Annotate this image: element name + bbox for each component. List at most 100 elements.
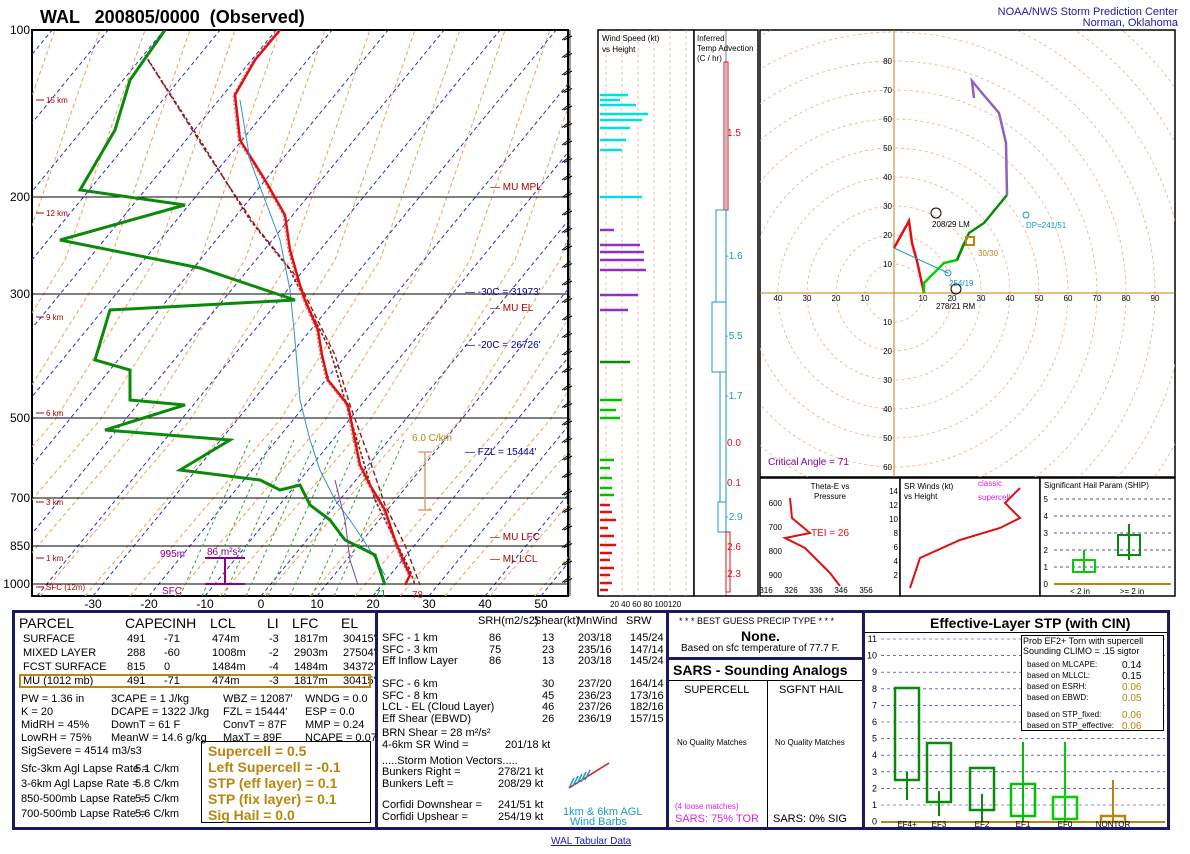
dry-adiabat	[444, 450, 568, 596]
stp-cat: NONTOR	[1096, 820, 1131, 827]
windspeed-axis: 20 40 60 80 100120	[610, 600, 682, 609]
srwinds-ylabel: 8	[894, 529, 899, 538]
sars-panel: SARS - Sounding Analogs SUPERCELL SGFNT HA…	[669, 660, 862, 827]
wind-barb	[561, 226, 571, 233]
lapse-label: Sfc-3km Agl Lapse Rate =	[21, 763, 149, 775]
temp-label: 30	[422, 597, 436, 610]
ship-ge-label: >= 2 in	[1120, 587, 1144, 596]
lapse-label: 850-500mb Lapse Rate =	[21, 793, 146, 805]
kin-cell: 236/19	[578, 712, 612, 725]
isotherm	[372, 356, 568, 596]
tabular-data-link[interactable]: WAL Tabular Data	[551, 836, 632, 847]
wind-barb	[561, 541, 571, 548]
srwinds-ylabel: 6	[894, 543, 899, 552]
stp-based-value: 0.14	[1122, 660, 1142, 671]
page-title: WAL 200805/0000 (Observed)	[40, 7, 305, 27]
tempadv-value: 1.5	[727, 128, 741, 139]
kin-cell: 237/26	[578, 701, 612, 713]
height-label: SFC (12m)	[46, 583, 85, 592]
tempadv-value: 2.6	[727, 542, 741, 553]
ship-title: Significant Hail Param (SHIP)	[1044, 481, 1149, 490]
sars-nomatch1: No Quality Matches	[677, 738, 747, 747]
tempadv-value: -5.5	[725, 331, 743, 342]
wind-barb-flag	[563, 263, 573, 268]
parcel-cell: 30415'	[343, 633, 376, 645]
stp-prob-box	[1021, 635, 1164, 731]
mixing-ratio-line	[179, 439, 251, 596]
parcel-cell: 815	[127, 661, 146, 673]
thetae-title2: Pressure	[814, 492, 847, 501]
lapse-value: 5.5 C/km	[135, 793, 180, 805]
parcel-cell: -4	[269, 661, 279, 673]
dry-adiabat	[0, 30, 10, 596]
srwinds-ylabel: 4	[894, 557, 899, 566]
lapse-label: 700-500mb Lapse Rate =	[21, 808, 146, 820]
parcel-cell: 474m	[212, 675, 240, 687]
pressure-label: 1000	[3, 577, 30, 591]
barb-icon-flag	[568, 777, 575, 789]
hodo-ylabel: 10	[883, 260, 892, 269]
wind-barb-flag	[563, 175, 573, 181]
kin-cell: 203/18	[578, 632, 612, 644]
kin-cell: 26	[542, 712, 555, 725]
height-label: 3 km	[46, 498, 64, 507]
barb-label2: Wind Barbs	[570, 816, 627, 828]
stp-based-label: based on MLCAPE:	[1027, 660, 1098, 669]
hodo-up-label: 254/19	[949, 279, 974, 288]
hodo-xlabel: 10	[861, 294, 870, 303]
kin-cell: 235/16	[578, 643, 612, 656]
wind-barb-flag	[563, 403, 573, 408]
hodo-ylabel: 70	[883, 86, 892, 95]
stp-cat: EF4+	[897, 820, 917, 827]
height-label: 9 km	[46, 313, 64, 322]
wetbulb-line	[239, 99, 386, 576]
parcel-cell: 30415'	[343, 675, 376, 687]
temp-label: 20	[366, 597, 380, 610]
stp-based-value: 0.06	[1122, 721, 1142, 732]
composite-value: STP (eff layer) = 0.1	[208, 775, 338, 791]
eff-srh: 86 m²s²	[207, 547, 242, 558]
wind-barb	[561, 383, 571, 391]
storm-value: 208/29 kt	[498, 777, 544, 790]
stp-ylabel: 3	[872, 767, 877, 777]
stp-ylabel: 8	[872, 684, 877, 694]
wind-barb-flag	[563, 473, 573, 478]
kin-cell: 237/20	[578, 678, 612, 690]
barb-icon	[568, 762, 610, 789]
parcel-cell: 1008m	[212, 647, 246, 659]
wind-barb-flag	[563, 543, 573, 548]
isotherm	[32, 30, 221, 261]
stp-ylabel: 1	[872, 800, 877, 810]
wind-barb	[561, 278, 571, 286]
mu-highlight	[19, 674, 371, 688]
hodo-ylabel-neg: 60	[883, 463, 892, 472]
index-value: LowRH = 75%	[21, 732, 92, 744]
wind-barb	[561, 51, 571, 58]
dry-adiabat	[32, 30, 191, 386]
thetae-xlabel: 336	[809, 586, 823, 595]
isotherm	[36, 30, 501, 596]
wind-barb-flag	[563, 245, 573, 251]
thetae-ylabel: 600	[769, 499, 783, 508]
composite-value: STP (fix layer) = 0.1	[208, 791, 337, 807]
thetae-xlabel: 346	[834, 586, 848, 595]
hodo-xlabel: 40	[1006, 294, 1015, 303]
dry-adiabat	[32, 30, 281, 501]
kin-cell: 75	[489, 643, 502, 656]
stp-title: Effective-Layer STP (with CIN)	[930, 615, 1131, 631]
hodo-frame	[759, 29, 1176, 478]
storm-label: Bunkers Right =	[382, 766, 461, 778]
dry-adiabat	[354, 318, 568, 596]
skewt-plot	[0, 30, 568, 596]
isotherm	[484, 493, 568, 596]
wind-barb-flag	[563, 350, 573, 356]
sars-col2: SGFNT HAIL	[779, 684, 844, 696]
stp-based-value: 0.05	[1122, 693, 1142, 704]
wind-barb	[561, 243, 571, 251]
hodo-plot	[760, 30, 1175, 477]
parcel-cell: 474m	[212, 633, 240, 645]
dry-adiabat	[219, 30, 551, 596]
barb-icon-flag	[580, 771, 587, 783]
height-label: 15 km	[46, 96, 68, 105]
index-value: PW = 1.36 in	[21, 693, 85, 705]
